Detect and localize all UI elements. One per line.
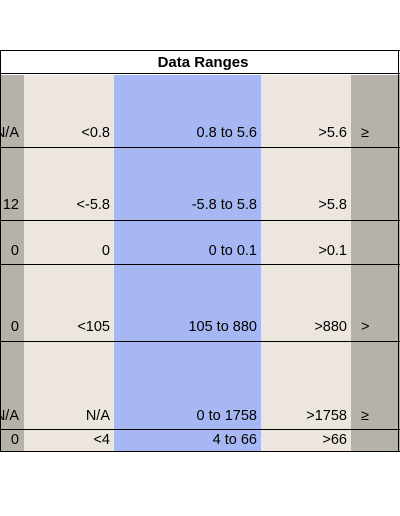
column-right-bg — [351, 75, 400, 452]
table-cell: >880 — [314, 319, 347, 335]
table-title: Data Ranges — [0, 50, 400, 74]
column-high-bg — [261, 75, 351, 452]
table-cell: 0 — [10, 243, 19, 259]
table-cell: -5.8 to 5.8 — [191, 197, 257, 213]
table-cell: N/A — [0, 408, 19, 424]
table-cell: 0 to 1758 — [196, 408, 257, 424]
table-cell: ≥ — [361, 125, 369, 141]
table-cell: 4 to 66 — [212, 432, 257, 448]
table-right-border — [398, 50, 399, 452]
table-cell: 0 to 0.1 — [208, 243, 257, 259]
column-left-bg — [0, 75, 24, 452]
table-cell: N/A — [0, 125, 19, 141]
table-bottom-border — [0, 451, 400, 452]
table-left-border — [0, 50, 1, 452]
table-cell: <4 — [93, 432, 110, 448]
table-cell: <105 — [77, 319, 110, 335]
table-cell: 0 — [10, 432, 19, 448]
table-cell: <0.8 — [81, 125, 110, 141]
column-low-bg — [24, 75, 114, 452]
table-cell: >5.6 — [318, 125, 347, 141]
table-cell: N/A — [85, 408, 110, 424]
table-cell: <-5.8 — [76, 197, 110, 213]
row-divider — [0, 429, 400, 430]
table-cell: 0.8 to 5.6 — [196, 125, 257, 141]
table-cell: 0 — [10, 319, 19, 335]
row-divider — [0, 220, 400, 221]
table-cell: >5.8 — [318, 197, 347, 213]
table-cell: ≥ — [361, 408, 369, 424]
table-cell: 0 — [101, 243, 110, 259]
table-cell: >1758 — [306, 408, 347, 424]
column-range-bg — [114, 75, 261, 452]
table-cell: >66 — [322, 432, 347, 448]
table-cell: 12 — [2, 197, 19, 213]
row-divider — [0, 341, 400, 342]
table-cell: 105 to 880 — [188, 319, 257, 335]
table-cell: > — [361, 319, 370, 335]
row-divider — [0, 264, 400, 265]
table-cell: >0.1 — [318, 243, 347, 259]
row-divider — [0, 147, 400, 148]
